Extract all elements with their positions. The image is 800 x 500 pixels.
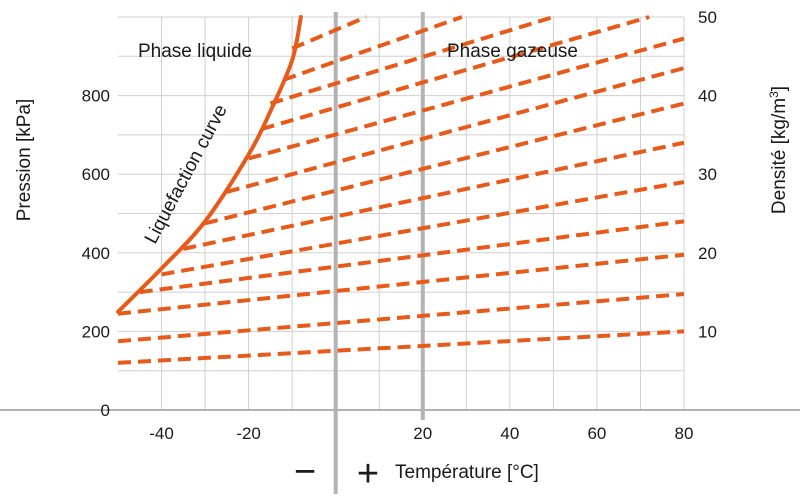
region-label-gas: Phase gazeuse — [447, 41, 578, 62]
y-right-axis-label-close: ] — [769, 86, 790, 91]
reference-lines — [333, 12, 425, 494]
x-tick-label: 40 — [500, 424, 519, 443]
x-tick-label: -20 — [236, 424, 261, 443]
y-left-tick-label: 600 — [82, 165, 110, 184]
grid — [118, 16, 685, 410]
y-right-axis-label: Densité [kg/m3] — [767, 86, 790, 214]
y-left-tick-label: 800 — [82, 87, 110, 106]
density-line-13 — [291, 15, 367, 51]
density-line-5 — [161, 180, 685, 277]
density-line-12 — [282, 15, 463, 82]
x-tick-label: -40 — [149, 424, 174, 443]
density-line-6 — [182, 140, 685, 251]
y-right-tick-label: 10 — [698, 322, 717, 341]
density-line-10 — [261, 15, 650, 131]
density-line-4 — [139, 219, 685, 295]
y-right-axis-label-sup: 3 — [767, 91, 781, 98]
y-right-tick-label: 20 — [698, 244, 717, 263]
density-line-9 — [248, 36, 685, 161]
density-line-2 — [117, 292, 685, 344]
y-left-tick-label: 400 — [82, 244, 110, 263]
density-line-7 — [204, 101, 685, 226]
density-lines — [117, 15, 685, 365]
x-axis-label: Température [°C] — [395, 462, 539, 483]
y-right-axis-label-main: Densité [kg/m — [769, 98, 790, 214]
region-label-liquid: Phase liquide — [138, 41, 252, 62]
density-line-1 — [117, 329, 685, 365]
y-right-tick-label: 40 — [698, 87, 717, 106]
x-tick-label: 20 — [413, 424, 432, 443]
density-line-8 — [226, 66, 685, 194]
liquefaction-curve — [116, 15, 303, 314]
minus-sign: − — [294, 451, 316, 493]
y-right-tick-label: 30 — [698, 165, 717, 184]
density-line-11 — [269, 15, 554, 106]
y-left-tick-label: 0 — [101, 401, 110, 420]
x-tick-label: 80 — [675, 424, 694, 443]
density-line-3 — [117, 252, 685, 316]
plus-sign: + — [357, 453, 379, 495]
y-left-tick-label: 200 — [82, 322, 110, 341]
x-tick-label: 60 — [587, 424, 606, 443]
y-right-tick-label: 50 — [698, 8, 717, 27]
y-left-axis-label: Pression [kPa] — [14, 99, 35, 222]
